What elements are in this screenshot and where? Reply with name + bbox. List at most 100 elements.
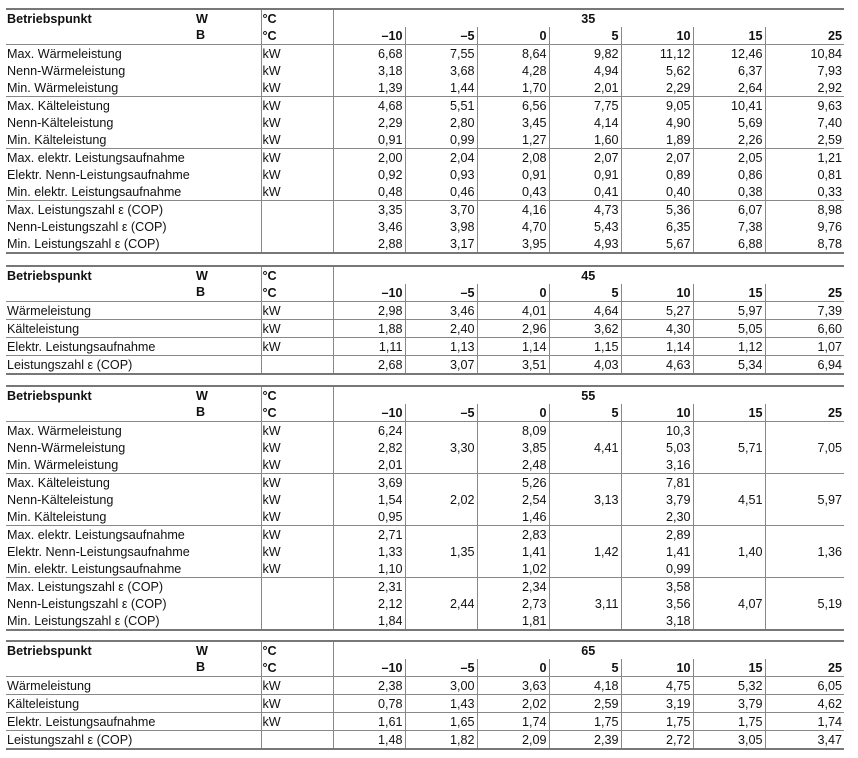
column-header: 25 <box>828 405 843 420</box>
value-cell: 1,82 <box>405 730 478 750</box>
row-label: Kälteleistung <box>6 319 261 338</box>
row-unit <box>260 235 333 254</box>
value-cell: 3,62 <box>549 319 622 338</box>
row-unit: kW <box>260 473 333 491</box>
value-cell: 8,78 <box>765 235 845 254</box>
value-cell: 2,83 <box>477 525 550 543</box>
value-cell: 0,43 <box>477 183 550 201</box>
value-cell: 1,70 <box>477 79 550 97</box>
value-cell: 5,05 <box>693 319 766 338</box>
value-cell: 2,59 <box>549 694 622 713</box>
column-header: 0 <box>477 659 550 677</box>
column-header: –5 <box>405 404 478 422</box>
merged-value-cell: 2,02 <box>405 473 478 526</box>
value-cell: 2,54 <box>477 491 550 508</box>
table-row: Nenn-Kälteleistung kW 2,29 2,80 3,45 4,14 4,90… <box>6 114 844 131</box>
value-cell: 3,16 <box>621 456 694 474</box>
value-cell: 2,40 <box>405 319 478 338</box>
merged-value-cell: 3,30 <box>405 421 478 474</box>
value-cell: 10,84 <box>765 44 845 62</box>
value-cell: 1,14 <box>477 337 550 356</box>
header-w: W <box>196 643 208 658</box>
value-cell: 3,79 <box>693 694 766 713</box>
row-label: Wärmeleistung <box>6 676 261 695</box>
column-header: 0 <box>477 284 550 302</box>
value-cell: 4,70 <box>477 218 550 235</box>
value-cell: 10,3 <box>621 421 694 439</box>
column-header: 5 <box>549 27 622 45</box>
row-label: Max. Leistungszahl ε (COP) <box>6 200 261 218</box>
value-cell: 2,01 <box>332 456 406 474</box>
merged-value-cell: 1,42 <box>549 525 622 578</box>
row-label: Elektr. Leistungsaufnahme <box>6 712 261 731</box>
value-cell: 4,03 <box>549 355 622 375</box>
value-cell: 4,73 <box>549 200 622 218</box>
value-cell: 3,79 <box>621 491 694 508</box>
value-cell: 3,56 <box>621 595 694 612</box>
row-unit: kW <box>260 694 333 713</box>
value-cell: 0,89 <box>621 166 694 183</box>
header-unit-b: °C <box>260 284 333 302</box>
row-label: Max. Wärmeleistung <box>6 44 261 62</box>
value-cell: 2,05 <box>693 148 766 166</box>
column-header: 0 <box>477 404 550 422</box>
value-cell: 1,39 <box>332 79 406 97</box>
row-label: Elektr. Nenn-Leistungsaufnahme <box>7 544 190 559</box>
table-row: Min. Leistungszahl ε (COP) 1,84 1,81 3,18 <box>6 612 844 631</box>
value-cell: 7,40 <box>817 115 843 130</box>
value-cell: 1,81 <box>477 612 550 631</box>
table-row: Max. Wärmeleistung kW 6,24 3,30 8,09 4,41 10,3… <box>6 421 845 474</box>
value-cell: 0,99 <box>621 560 694 578</box>
value-cell: 2,82 <box>332 439 406 456</box>
header-b-cell: B <box>6 404 261 422</box>
row-unit <box>260 577 333 595</box>
value-cell: 6,56 <box>477 96 550 114</box>
table-row: Max. Leistungszahl ε (COP) 3,35 3,70 4,16 4,… <box>6 200 845 218</box>
column-header: 25 <box>828 285 843 300</box>
operating-point-table: Betriebspunkt W °C 55 B °C –10 –5 0 5 10 15 25 Max. W… <box>6 385 845 631</box>
value-cell: 9,76 <box>817 219 843 234</box>
value-cell: 4,14 <box>549 114 622 131</box>
table-row: Kälteleistung kW 1,88 2,40 2,96 3,62 4,30 5,05 6… <box>6 319 845 338</box>
row-unit: kW <box>260 96 333 114</box>
row-unit: kW <box>260 79 333 97</box>
row-unit <box>260 218 333 235</box>
row-label: Elektr. Nenn-Leistungsaufnahme <box>7 167 190 182</box>
table-row: Min. elektr. Leistungsaufnahme kW 0,48 0,46… <box>6 183 844 201</box>
row-unit: kW <box>260 676 333 695</box>
value-cell: 5,26 <box>477 473 550 491</box>
row-label: Max. Wärmeleistung <box>6 421 261 439</box>
header-row: B °C –10 –5 0 5 10 15 25 <box>6 659 844 677</box>
table-row: Nenn-Wärmeleistung kW 3,18 3,68 4,28 4,94 5,62… <box>6 62 844 79</box>
row-label: Elektr. Leistungsaufnahme <box>6 337 261 356</box>
value-cell: 1,75 <box>549 712 622 731</box>
row-unit: kW <box>260 337 333 356</box>
row-label: Min. elektr. Leistungsaufnahme <box>7 184 182 199</box>
value-cell: 1,13 <box>405 337 478 356</box>
table-row: Leistungszahl ε (COP) 1,48 1,82 2,09 2,39 2,7… <box>6 730 845 750</box>
value-cell: 11,12 <box>621 44 694 62</box>
value-cell: 3,69 <box>332 473 406 491</box>
value-cell: 3,46 <box>405 301 478 320</box>
table-row: Max. Wärmeleistung kW 6,68 7,55 8,64 9,82 11,1… <box>6 44 845 62</box>
value-cell: 1,84 <box>332 612 406 631</box>
row-label: Wärmeleistung <box>6 301 261 320</box>
row-label: Max. elektr. Leistungsaufnahme <box>6 525 261 543</box>
value-cell: 4,30 <box>621 319 694 338</box>
column-header: 15 <box>693 659 766 677</box>
value-cell: 1,15 <box>549 337 622 356</box>
value-cell: 0,91 <box>332 131 406 149</box>
value-cell: 6,35 <box>621 218 694 235</box>
header-b-cell: B <box>6 27 261 45</box>
header-b: B <box>196 405 206 419</box>
value-cell: 9,63 <box>765 96 845 114</box>
value-cell: 1,02 <box>477 560 550 578</box>
value-cell: 2,72 <box>621 730 694 750</box>
row-unit <box>260 612 333 631</box>
table-row: Wärmeleistung kW 2,38 3,00 3,63 4,18 4,75 5,32 6… <box>6 676 845 695</box>
value-cell: 0,95 <box>332 508 406 526</box>
value-cell: 0,93 <box>405 166 478 183</box>
header-label: Betriebspunkt <box>7 11 92 26</box>
column-header: –10 <box>332 659 406 677</box>
table-row: Min. Kälteleistung kW 0,91 0,99 1,27 1,60 1,89… <box>6 131 844 149</box>
